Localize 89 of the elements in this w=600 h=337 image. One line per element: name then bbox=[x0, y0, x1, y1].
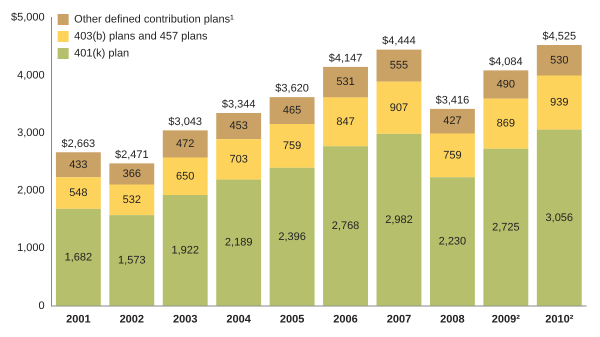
data-label: 366 bbox=[122, 168, 141, 180]
data-label: 2,230 bbox=[438, 236, 466, 248]
x-tick-label: 2003 bbox=[172, 313, 198, 326]
bar bbox=[270, 168, 315, 306]
bar bbox=[323, 146, 368, 306]
bar bbox=[483, 98, 528, 149]
bar bbox=[56, 152, 101, 178]
data-label: 427 bbox=[443, 115, 462, 128]
bar bbox=[376, 82, 422, 134]
total-label: $4,147 bbox=[328, 52, 362, 64]
x-tick-label: 2002 bbox=[120, 313, 144, 326]
total-label: $3,043 bbox=[168, 116, 202, 128]
data-label: 2,982 bbox=[385, 214, 413, 226]
y-tick-label: 4,000 bbox=[17, 69, 45, 82]
data-label: 759 bbox=[282, 140, 302, 152]
x-tick-label: 2006 bbox=[333, 313, 358, 326]
x-tick-label: 2007 bbox=[386, 313, 412, 326]
total-label: $3,620 bbox=[275, 82, 309, 95]
data-label: 907 bbox=[390, 102, 408, 114]
bar bbox=[109, 163, 154, 184]
bar bbox=[162, 158, 208, 196]
legend-label: 403(b) plans and 457 plans bbox=[74, 30, 208, 43]
legend-label: Other defined contribution plans¹ bbox=[74, 14, 234, 26]
bar bbox=[323, 66, 368, 98]
total-label: $2,471 bbox=[114, 148, 149, 161]
data-label: 1,573 bbox=[118, 254, 146, 266]
bar bbox=[270, 124, 315, 168]
data-label: 490 bbox=[496, 78, 516, 91]
y-tick-label: 3,000 bbox=[17, 126, 45, 139]
data-label: 465 bbox=[282, 104, 302, 117]
x-tick-label: 2005 bbox=[280, 313, 304, 326]
total-label: $2,663 bbox=[62, 138, 96, 150]
data-label: 472 bbox=[176, 138, 194, 150]
bar bbox=[483, 70, 528, 99]
data-label: 650 bbox=[176, 170, 194, 182]
data-label: 847 bbox=[336, 116, 355, 128]
data-label: 532 bbox=[122, 194, 141, 206]
y-tick-label: 1,000 bbox=[17, 242, 45, 254]
total-label: $4,444 bbox=[382, 35, 416, 48]
legend-label: 401(k) plan bbox=[74, 48, 130, 60]
bar bbox=[216, 139, 262, 180]
bar bbox=[162, 195, 208, 306]
data-label: 548 bbox=[69, 187, 88, 200]
bar bbox=[270, 97, 315, 124]
bar bbox=[430, 108, 475, 134]
total-label: $4,525 bbox=[542, 30, 576, 43]
bar bbox=[483, 148, 528, 306]
total-label: $4,084 bbox=[489, 56, 523, 68]
x-tick-label: 2008 bbox=[440, 313, 465, 326]
bar bbox=[56, 208, 101, 306]
y-tick-label: $5,000 bbox=[10, 12, 45, 24]
data-label: 2,725 bbox=[492, 221, 520, 234]
bar bbox=[109, 215, 154, 306]
bar bbox=[216, 180, 262, 306]
bar bbox=[536, 44, 582, 76]
bar bbox=[109, 184, 154, 216]
data-label: 1,682 bbox=[64, 251, 92, 264]
data-label: 703 bbox=[229, 153, 248, 166]
bar bbox=[323, 97, 368, 146]
bar bbox=[162, 130, 208, 158]
x-tick-label: 2009² bbox=[492, 313, 520, 326]
bar bbox=[430, 134, 475, 178]
bar bbox=[536, 76, 582, 130]
data-label: 1,922 bbox=[171, 244, 199, 256]
data-label: 531 bbox=[336, 76, 355, 88]
bar bbox=[216, 112, 262, 140]
y-tick-label: 0 bbox=[38, 300, 45, 312]
data-label: 530 bbox=[550, 54, 568, 66]
data-label: 869 bbox=[496, 118, 516, 130]
bar bbox=[430, 177, 475, 306]
bar bbox=[376, 134, 422, 306]
bar bbox=[536, 130, 582, 306]
data-label: 2,768 bbox=[332, 220, 360, 232]
bar bbox=[56, 177, 101, 209]
total-label: $3,344 bbox=[222, 98, 256, 111]
bar bbox=[376, 50, 422, 82]
data-label: 3,056 bbox=[546, 212, 574, 224]
data-label: 453 bbox=[229, 120, 248, 132]
data-label: 759 bbox=[443, 149, 462, 162]
y-tick-label: 2,000 bbox=[17, 184, 45, 197]
data-label: 2,189 bbox=[224, 236, 252, 249]
x-tick-label: 2004 bbox=[226, 313, 252, 326]
x-tick-label: 2001 bbox=[66, 313, 91, 326]
total-label: $3,416 bbox=[436, 94, 470, 106]
data-label: 555 bbox=[390, 60, 408, 72]
x-tick-label: 2010² bbox=[545, 313, 574, 326]
data-label: 2,396 bbox=[278, 230, 306, 243]
data-label: 939 bbox=[550, 96, 568, 109]
data-label: 433 bbox=[69, 158, 88, 171]
